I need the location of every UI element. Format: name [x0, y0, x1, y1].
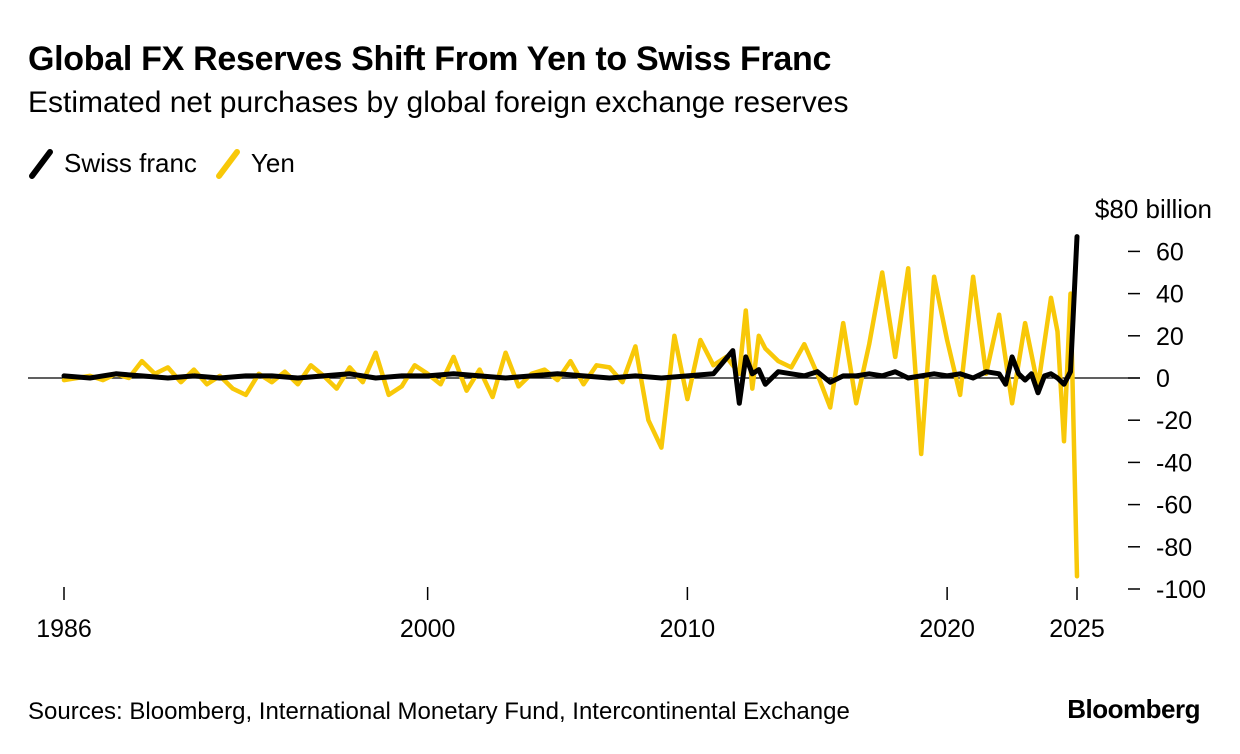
y-tick-label: 0 [1156, 365, 1170, 393]
legend-swatch-swiss-franc [28, 146, 54, 180]
legend-label-swiss-franc: Swiss franc [64, 147, 197, 178]
chart-legend: Swiss franc Yen [28, 146, 313, 180]
legend-swatch-yen [215, 146, 241, 180]
y-tick-label: -20 [1156, 407, 1192, 435]
y-tick-label: -60 [1156, 492, 1192, 520]
y-tick-label: 40 [1156, 281, 1184, 309]
x-tick-label: 1986 [36, 615, 92, 643]
x-axis: 1986 2000 2010 2020 2025 [36, 587, 1105, 643]
x-tick-label: 2020 [919, 615, 975, 643]
x-tick-label: 2025 [1049, 615, 1105, 643]
y-tick-label: -80 [1156, 534, 1192, 562]
y-unit-label: $80 billion [1095, 194, 1212, 224]
y-axis: 60 40 20 0 -20 -40 -60 -80 -100 [1128, 238, 1206, 604]
y-tick-label: 60 [1156, 238, 1184, 266]
series-line-swiss-franc [61, 234, 1080, 406]
x-tick-label: 2010 [660, 615, 716, 643]
brand-logo: Bloomberg [1067, 694, 1200, 724]
y-tick-label: 20 [1156, 323, 1184, 351]
series-line-yen [61, 266, 1080, 579]
series-layer [61, 234, 1080, 579]
legend-label-yen: Yen [250, 147, 295, 178]
chart-subtitle: Estimated net purchases by global foreig… [28, 86, 849, 119]
y-tick-label: -100 [1156, 576, 1206, 604]
chart-title: Global FX Reserves Shift From Yen to Swi… [28, 40, 832, 78]
x-tick-label: 2000 [400, 615, 456, 643]
chart-plot: 1986 2000 2010 2020 2025 60 40 20 0 -20 -40 -60 -80… [28, 194, 1212, 643]
y-tick-label: -40 [1156, 449, 1192, 477]
legend-item-swiss-franc: Swiss franc [28, 146, 197, 180]
source-note: Sources: Bloomberg, International Moneta… [28, 698, 850, 725]
legend-item-yen: Yen [215, 146, 295, 180]
